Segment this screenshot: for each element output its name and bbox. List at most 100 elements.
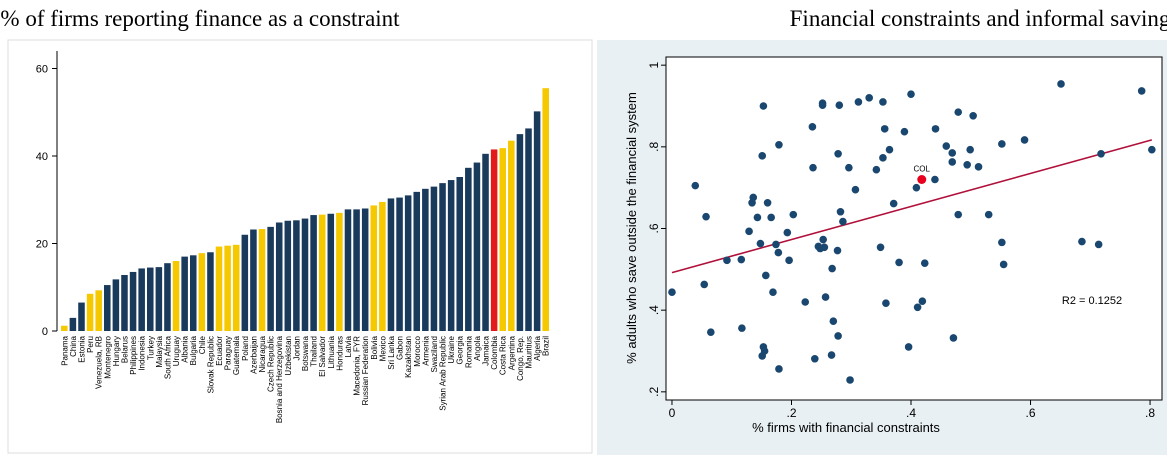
point	[761, 271, 770, 280]
x-tick-label: Gabon	[396, 336, 405, 360]
point	[974, 163, 983, 171]
point	[827, 351, 836, 359]
point	[879, 98, 887, 106]
point	[775, 140, 783, 149]
x-tick-label: Jordan	[292, 336, 301, 360]
x-tick-label: Botswana	[301, 335, 310, 371]
x-tick-label: El Salvador	[318, 336, 327, 377]
point	[845, 163, 853, 172]
bar	[379, 201, 386, 331]
bar	[422, 188, 429, 331]
x-tick-label: Ukraine	[447, 335, 456, 363]
x-tick-label: Algeria	[533, 335, 542, 360]
point	[758, 352, 767, 360]
x-tick-label: Azerbaijan	[249, 336, 258, 374]
point	[700, 280, 709, 289]
point	[963, 161, 971, 169]
x-tick-label: Poland	[241, 336, 250, 361]
point	[918, 297, 927, 305]
bar	[439, 183, 446, 331]
x-tick-label: Nicaragua	[258, 335, 267, 372]
point	[904, 343, 913, 351]
point	[998, 238, 1006, 247]
x-tick-label: Uzbekistan	[284, 336, 293, 376]
point	[801, 298, 810, 306]
point	[998, 140, 1006, 148]
point	[811, 354, 819, 363]
y-tick-label: .4	[647, 305, 661, 315]
bar	[310, 215, 317, 331]
point	[954, 210, 963, 219]
x-tick-label: Chile	[198, 335, 207, 354]
point	[745, 227, 753, 236]
y-tick-label: 0	[42, 326, 48, 338]
point	[691, 181, 700, 190]
annotation: R2 = 0.1252	[1062, 295, 1122, 307]
point	[702, 212, 710, 221]
x-tick-label: Costa Rica	[499, 335, 508, 375]
bar	[353, 209, 360, 331]
bar	[473, 162, 481, 331]
point	[966, 145, 974, 154]
point	[789, 210, 798, 219]
point	[954, 108, 963, 116]
x-tick-label: Mexico	[378, 335, 387, 361]
bar	[293, 220, 300, 331]
x-tick-label: Albania	[181, 335, 190, 362]
point	[913, 303, 922, 312]
bar	[361, 208, 369, 331]
x-tick-label: Uruguay	[172, 336, 181, 366]
x-tick-label: Swaziland	[430, 336, 439, 372]
point	[753, 213, 762, 222]
bar	[207, 252, 214, 331]
x-tick-label: 0	[669, 406, 676, 420]
x-tick-label: Guatemala	[232, 335, 241, 375]
x-tick-label: China	[69, 335, 78, 356]
plot-area	[665, 56, 1163, 401]
point	[1078, 237, 1086, 246]
point	[917, 175, 927, 184]
x-tick-label: Kazakhstan	[404, 336, 413, 378]
point	[999, 260, 1008, 269]
bar	[490, 149, 498, 331]
point	[931, 125, 940, 133]
point	[769, 288, 777, 297]
point	[1057, 80, 1065, 88]
bar	[61, 325, 68, 331]
point	[907, 90, 915, 98]
bar	[336, 212, 343, 331]
point	[889, 199, 898, 208]
point	[872, 165, 881, 174]
bar	[69, 317, 77, 331]
y-tick-label: .6	[647, 223, 661, 233]
x-tick-label: Ecuador	[215, 336, 224, 366]
bar	[301, 218, 309, 331]
point	[818, 101, 827, 109]
bar	[318, 214, 326, 331]
x-tick-label: Honduras	[335, 336, 344, 371]
bar	[104, 285, 111, 331]
point	[846, 376, 854, 384]
bar	[232, 244, 240, 331]
point	[668, 288, 676, 297]
chart-title: Financial constraints and informal savin…	[790, 6, 1167, 31]
bar	[224, 245, 231, 331]
point	[767, 213, 775, 222]
point	[775, 365, 783, 373]
bar	[267, 226, 274, 331]
bar	[542, 88, 549, 331]
x-tick-label: Latvia	[344, 335, 353, 357]
x-tick-label: Syrian Arab Republic	[439, 336, 448, 411]
bar	[164, 263, 171, 331]
x-tick-label: Malaysia	[155, 335, 164, 367]
bar	[138, 268, 145, 331]
x-tick-label: Argentina	[507, 335, 516, 370]
point	[895, 258, 903, 267]
chart-title: % of firms reporting finance as a constr…	[0, 6, 400, 31]
point	[763, 198, 772, 207]
y-tick-label: 1	[647, 62, 661, 69]
point	[942, 142, 951, 150]
x-tick-label: Angola	[473, 335, 482, 360]
x-tick-label: Brazil	[542, 336, 551, 356]
